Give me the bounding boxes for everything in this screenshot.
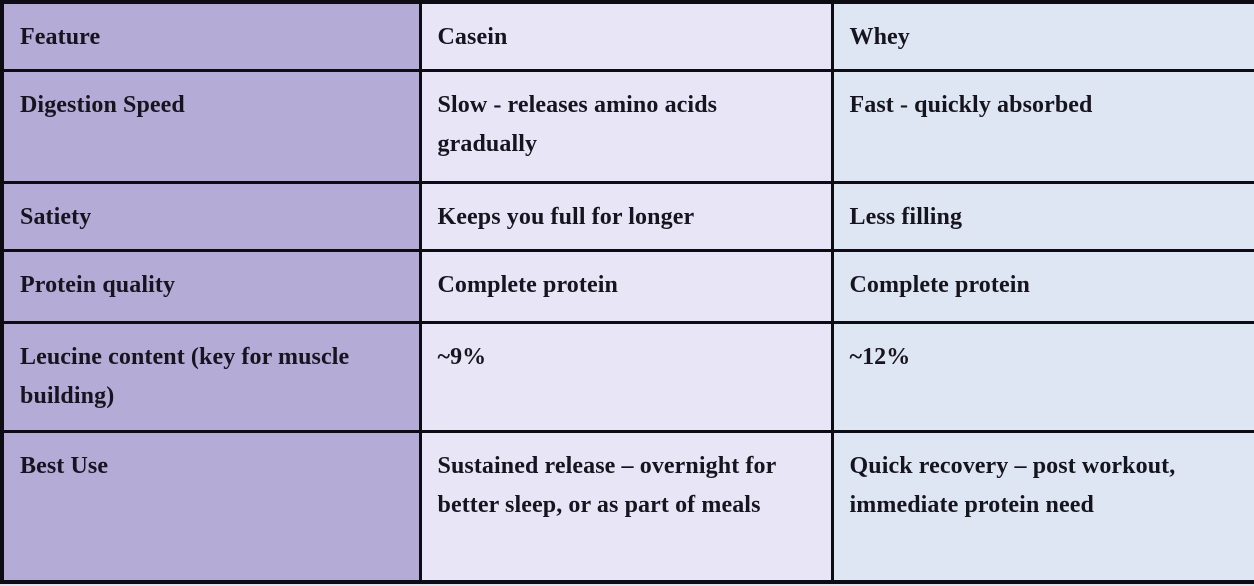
casein-cell: ~9% [418, 320, 834, 434]
whey-cell: Quick recovery – post workout, immediate… [830, 430, 1254, 584]
feature-cell: Digestion Speed [0, 69, 422, 185]
feature-cell: Protein quality [0, 249, 422, 324]
casein-cell: Keeps you full for longer [418, 181, 834, 253]
casein-cell: Sustained release – overnight for better… [418, 430, 834, 584]
table-row-satiety: Satiety Keeps you full for longer Less f… [0, 181, 1254, 253]
whey-cell: Fast - quickly absorbed [830, 69, 1254, 185]
casein-cell: Complete protein [418, 249, 834, 324]
column-header-feature: Feature [0, 0, 422, 73]
feature-cell: Leucine content (key for muscle building… [0, 320, 422, 434]
table-row-digestion-speed: Digestion Speed Slow - releases amino ac… [0, 69, 1254, 185]
feature-cell: Best Use [0, 430, 422, 584]
table-header-row: Feature Casein Whey [0, 0, 1254, 73]
feature-cell: Satiety [0, 181, 422, 253]
whey-cell: ~12% [830, 320, 1254, 434]
table-row-best-use: Best Use Sustained release – overnight f… [0, 430, 1254, 584]
column-header-whey: Whey [830, 0, 1254, 73]
column-header-casein: Casein [418, 0, 834, 73]
whey-cell: Less filling [830, 181, 1254, 253]
casein-cell: Slow - releases amino acids gradually [418, 69, 834, 185]
table-row-protein-quality: Protein quality Complete protein Complet… [0, 249, 1254, 324]
table-row-leucine-content: Leucine content (key for muscle building… [0, 320, 1254, 434]
whey-cell: Complete protein [830, 249, 1254, 324]
